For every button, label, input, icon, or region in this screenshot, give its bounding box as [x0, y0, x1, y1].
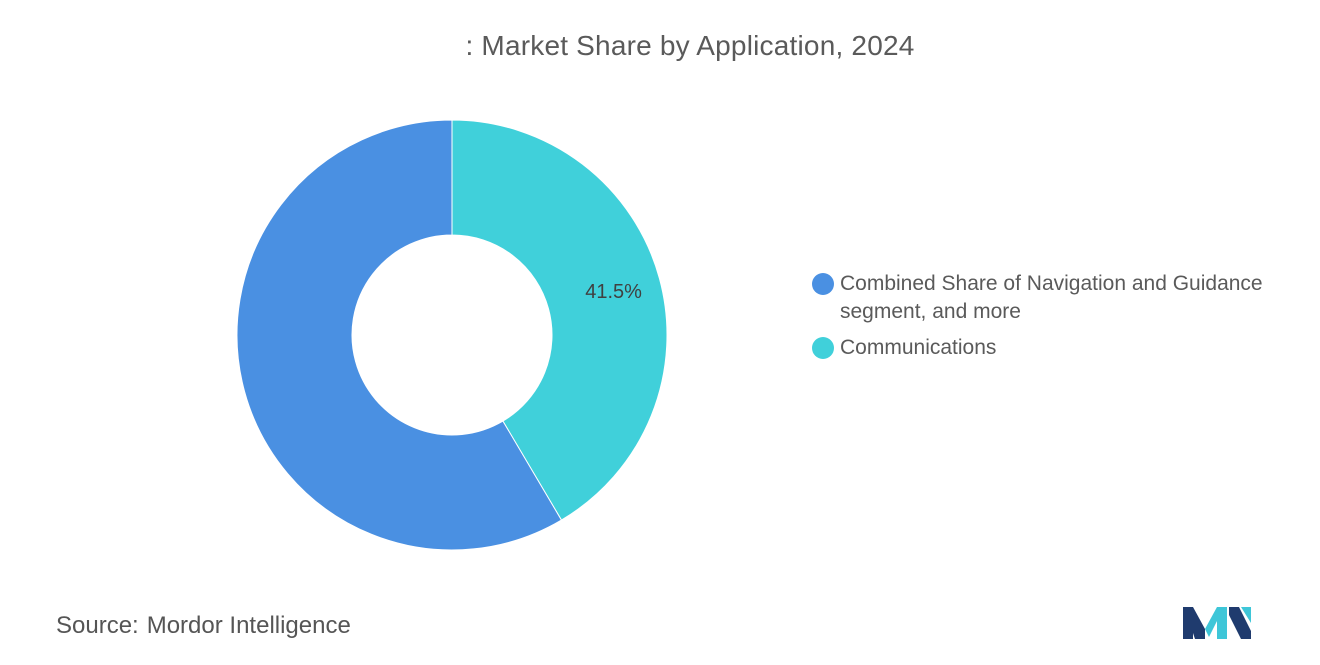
- legend-item-0: Combined Share of Navigation and Guidanc…: [812, 270, 1312, 326]
- source-label: Source:: [56, 612, 139, 639]
- legend-swatch-1: [812, 337, 834, 359]
- donut-slice-1: [451, 119, 668, 521]
- mordor-intelligence-logo-icon: [1183, 607, 1251, 639]
- chart-legend: Combined Share of Navigation and Guidanc…: [812, 270, 1312, 370]
- legend-label-0: Combined Share of Navigation and Guidanc…: [840, 272, 1263, 323]
- legend-swatch-0: [812, 273, 834, 295]
- donut-slice-0: [236, 119, 563, 551]
- legend-label-1: Communications: [840, 336, 997, 359]
- donut-chart: 41.5%: [236, 119, 668, 551]
- source-note: Source: Mordor Intelligence: [56, 612, 351, 640]
- legend-item-1: Communications: [812, 334, 1312, 362]
- chart-title: : Market Share by Application, 2024: [465, 30, 915, 61]
- data-label-1: 41.5%: [585, 281, 642, 303]
- source-value: Mordor Intelligence: [146, 612, 351, 639]
